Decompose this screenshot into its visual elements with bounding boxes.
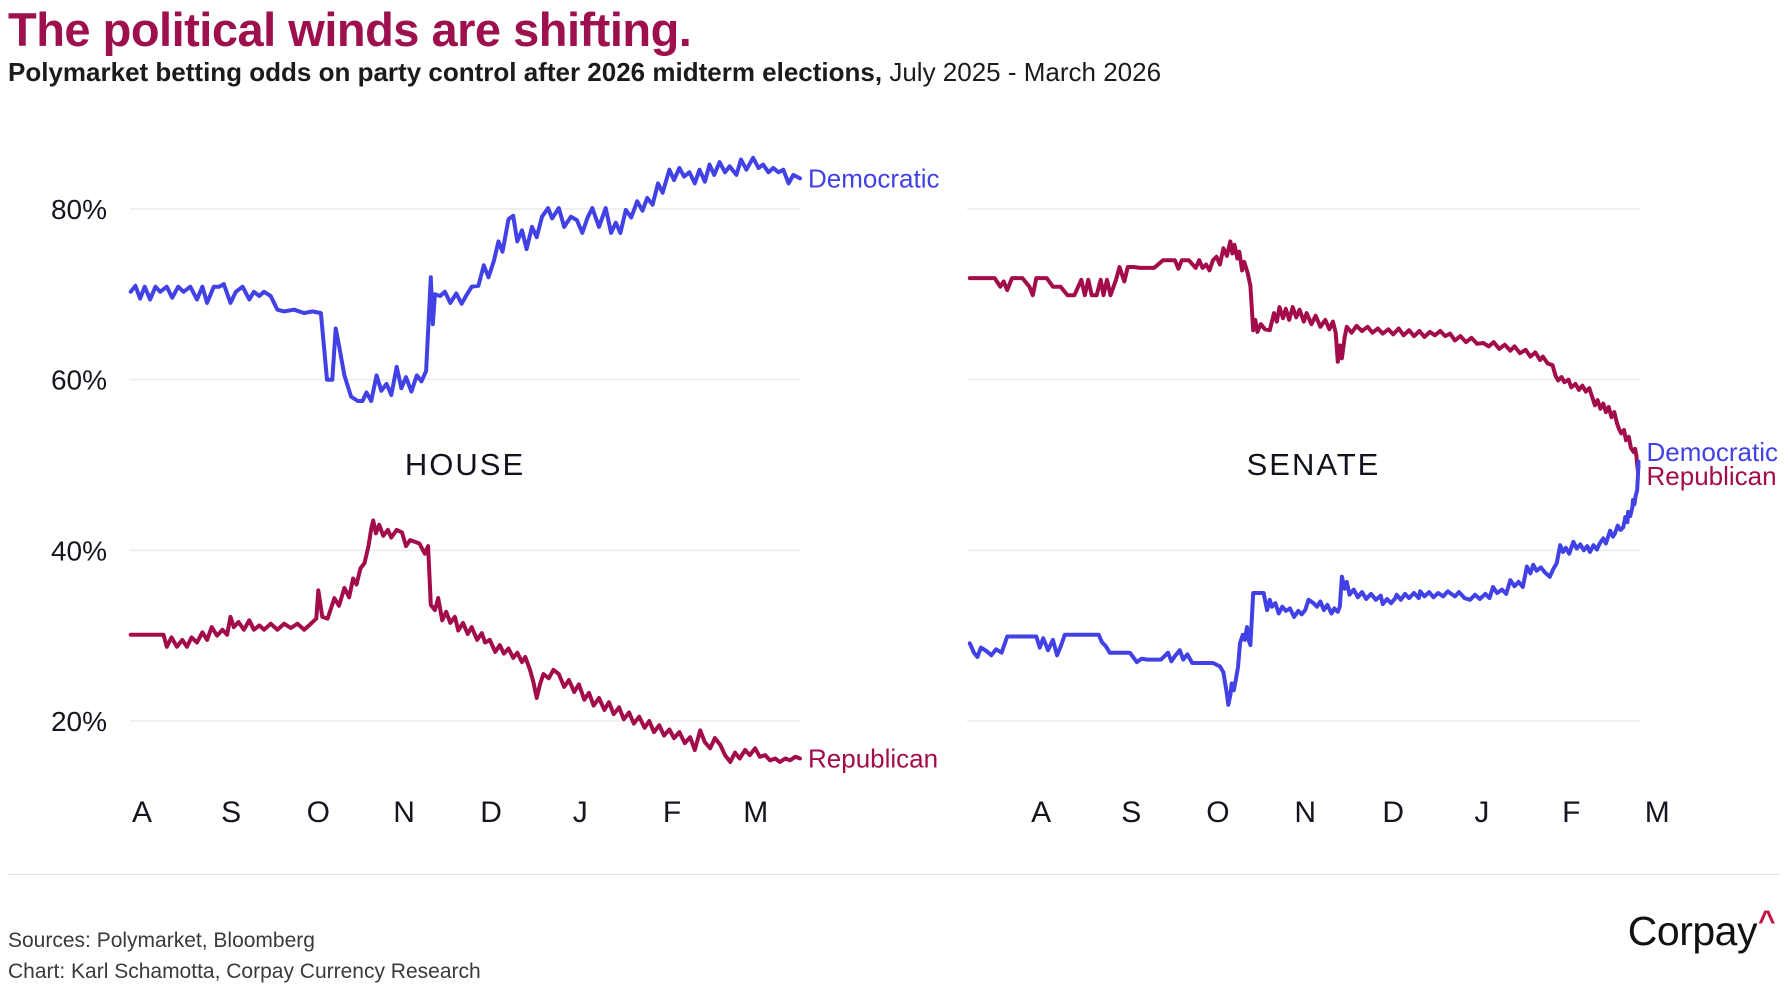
corpay-logo-text: Corpay bbox=[1627, 908, 1758, 954]
senate-month-label-S-1: S bbox=[1121, 796, 1141, 829]
senate-month-label-M-7: M bbox=[1645, 796, 1670, 829]
house-y-tick-80: 80% bbox=[51, 194, 107, 225]
senate-month-label-J-5: J bbox=[1474, 796, 1489, 829]
footer-divider bbox=[8, 874, 1780, 875]
house-month-label-D-4: D bbox=[480, 796, 502, 829]
senate-title: SENATE bbox=[1247, 447, 1381, 482]
house-y-tick-60: 60% bbox=[51, 365, 107, 396]
subtitle-bold: Polymarket betting odds on party control… bbox=[8, 57, 883, 87]
subtitle-date-range: July 2025 - March 2026 bbox=[882, 57, 1162, 87]
senate-month-label-O-2: O bbox=[1206, 796, 1229, 829]
house-democratic-label: Democratic bbox=[808, 163, 939, 193]
senate-month-label-F-6: F bbox=[1562, 796, 1580, 829]
senate-republican-label: Republican bbox=[1647, 461, 1777, 491]
house-y-tick-20: 20% bbox=[51, 706, 107, 737]
corpay-logo: Corpay^ bbox=[1627, 905, 1776, 955]
footer-notes: Sources: Polymarket, Bloomberg Chart: Ka… bbox=[8, 925, 481, 987]
house-month-label-M-7: M bbox=[743, 796, 768, 829]
sources-line: Sources: Polymarket, Bloomberg bbox=[8, 929, 315, 952]
house-month-label-F-6: F bbox=[663, 796, 681, 829]
corpay-caret-icon: ^ bbox=[1757, 905, 1776, 938]
page-subtitle: Polymarket betting odds on party control… bbox=[8, 57, 1161, 88]
senate-republican-line bbox=[967, 239, 1641, 473]
house-republican-line bbox=[128, 518, 802, 764]
house-title: HOUSE bbox=[405, 447, 525, 482]
house-month-label-N-3: N bbox=[393, 796, 415, 829]
house-month-label-A-0: A bbox=[132, 796, 152, 829]
house-republican-label: Republican bbox=[808, 744, 938, 774]
house-month-label-J-5: J bbox=[573, 796, 588, 829]
house-month-label-O-2: O bbox=[307, 796, 330, 829]
page-title: The political winds are shifting. bbox=[8, 3, 692, 56]
senate-month-label-A-0: A bbox=[1031, 796, 1051, 829]
house-democratic-line bbox=[128, 155, 802, 403]
house-y-tick-40: 40% bbox=[51, 535, 107, 566]
house-month-label-S-1: S bbox=[221, 796, 241, 829]
senate-democratic-line bbox=[967, 459, 1641, 707]
senate-month-label-D-4: D bbox=[1382, 796, 1404, 829]
senate-democratic-label: Democratic bbox=[1647, 437, 1778, 467]
credit-line: Chart: Karl Schamotta, Corpay Currency R… bbox=[8, 960, 481, 983]
senate-month-label-N-3: N bbox=[1294, 796, 1316, 829]
